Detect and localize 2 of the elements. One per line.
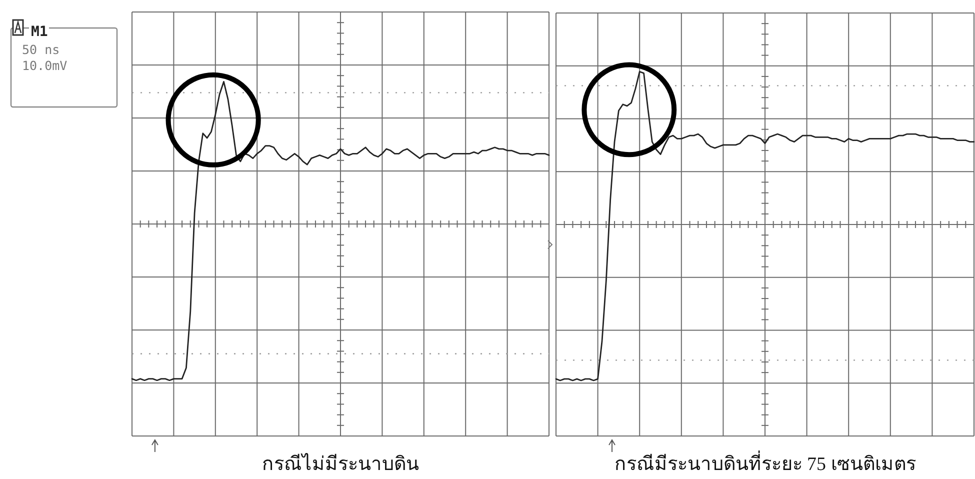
x-axis-title: กรณีมีระนาบดินที่ระยะ 75 เซนติเมตร [614,450,916,475]
x-axis-title: กรณีไม่มีระนาบดิน [262,453,419,475]
